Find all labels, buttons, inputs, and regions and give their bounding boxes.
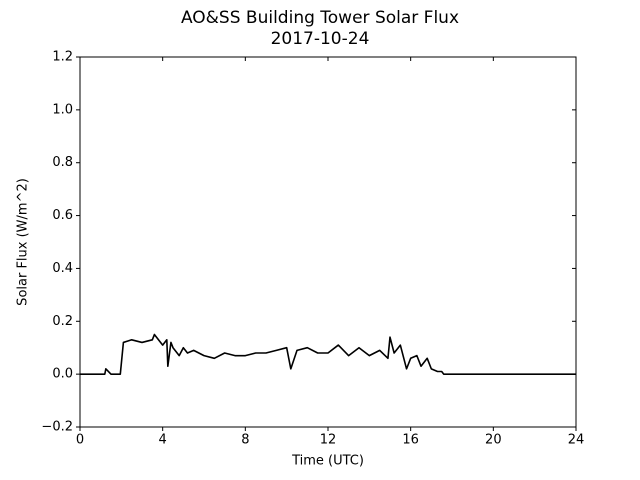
data-line <box>80 333 576 375</box>
y-tick-label: 0.6 <box>52 208 73 223</box>
x-tick-label: 8 <box>241 433 249 448</box>
y-tick-label: 0.2 <box>52 314 73 329</box>
x-tick-label: 20 <box>485 433 502 448</box>
y-axis-label: Solar Flux (W/m^2) <box>16 178 31 306</box>
y-tick-label: −0.2 <box>41 420 73 435</box>
y-tick-label: 0.8 <box>52 155 73 170</box>
y-tick-label: 1.0 <box>52 102 73 117</box>
x-tick-label: 16 <box>402 433 419 448</box>
chart-title: AO&SS Building Tower Solar Flux <box>181 8 459 28</box>
plot-frame <box>79 56 577 428</box>
x-axis-label: Time (UTC) <box>291 454 364 469</box>
x-tick-label: 24 <box>568 433 585 448</box>
x-tick-label: 12 <box>320 433 337 448</box>
y-tick-label: 1.2 <box>52 50 73 65</box>
y-tick-label: 0.4 <box>52 261 73 276</box>
x-tick-label: 4 <box>159 433 167 448</box>
chart-subtitle: 2017-10-24 <box>271 29 370 49</box>
x-tick-label: 0 <box>76 433 84 448</box>
y-tick-label: 0.0 <box>52 367 73 382</box>
